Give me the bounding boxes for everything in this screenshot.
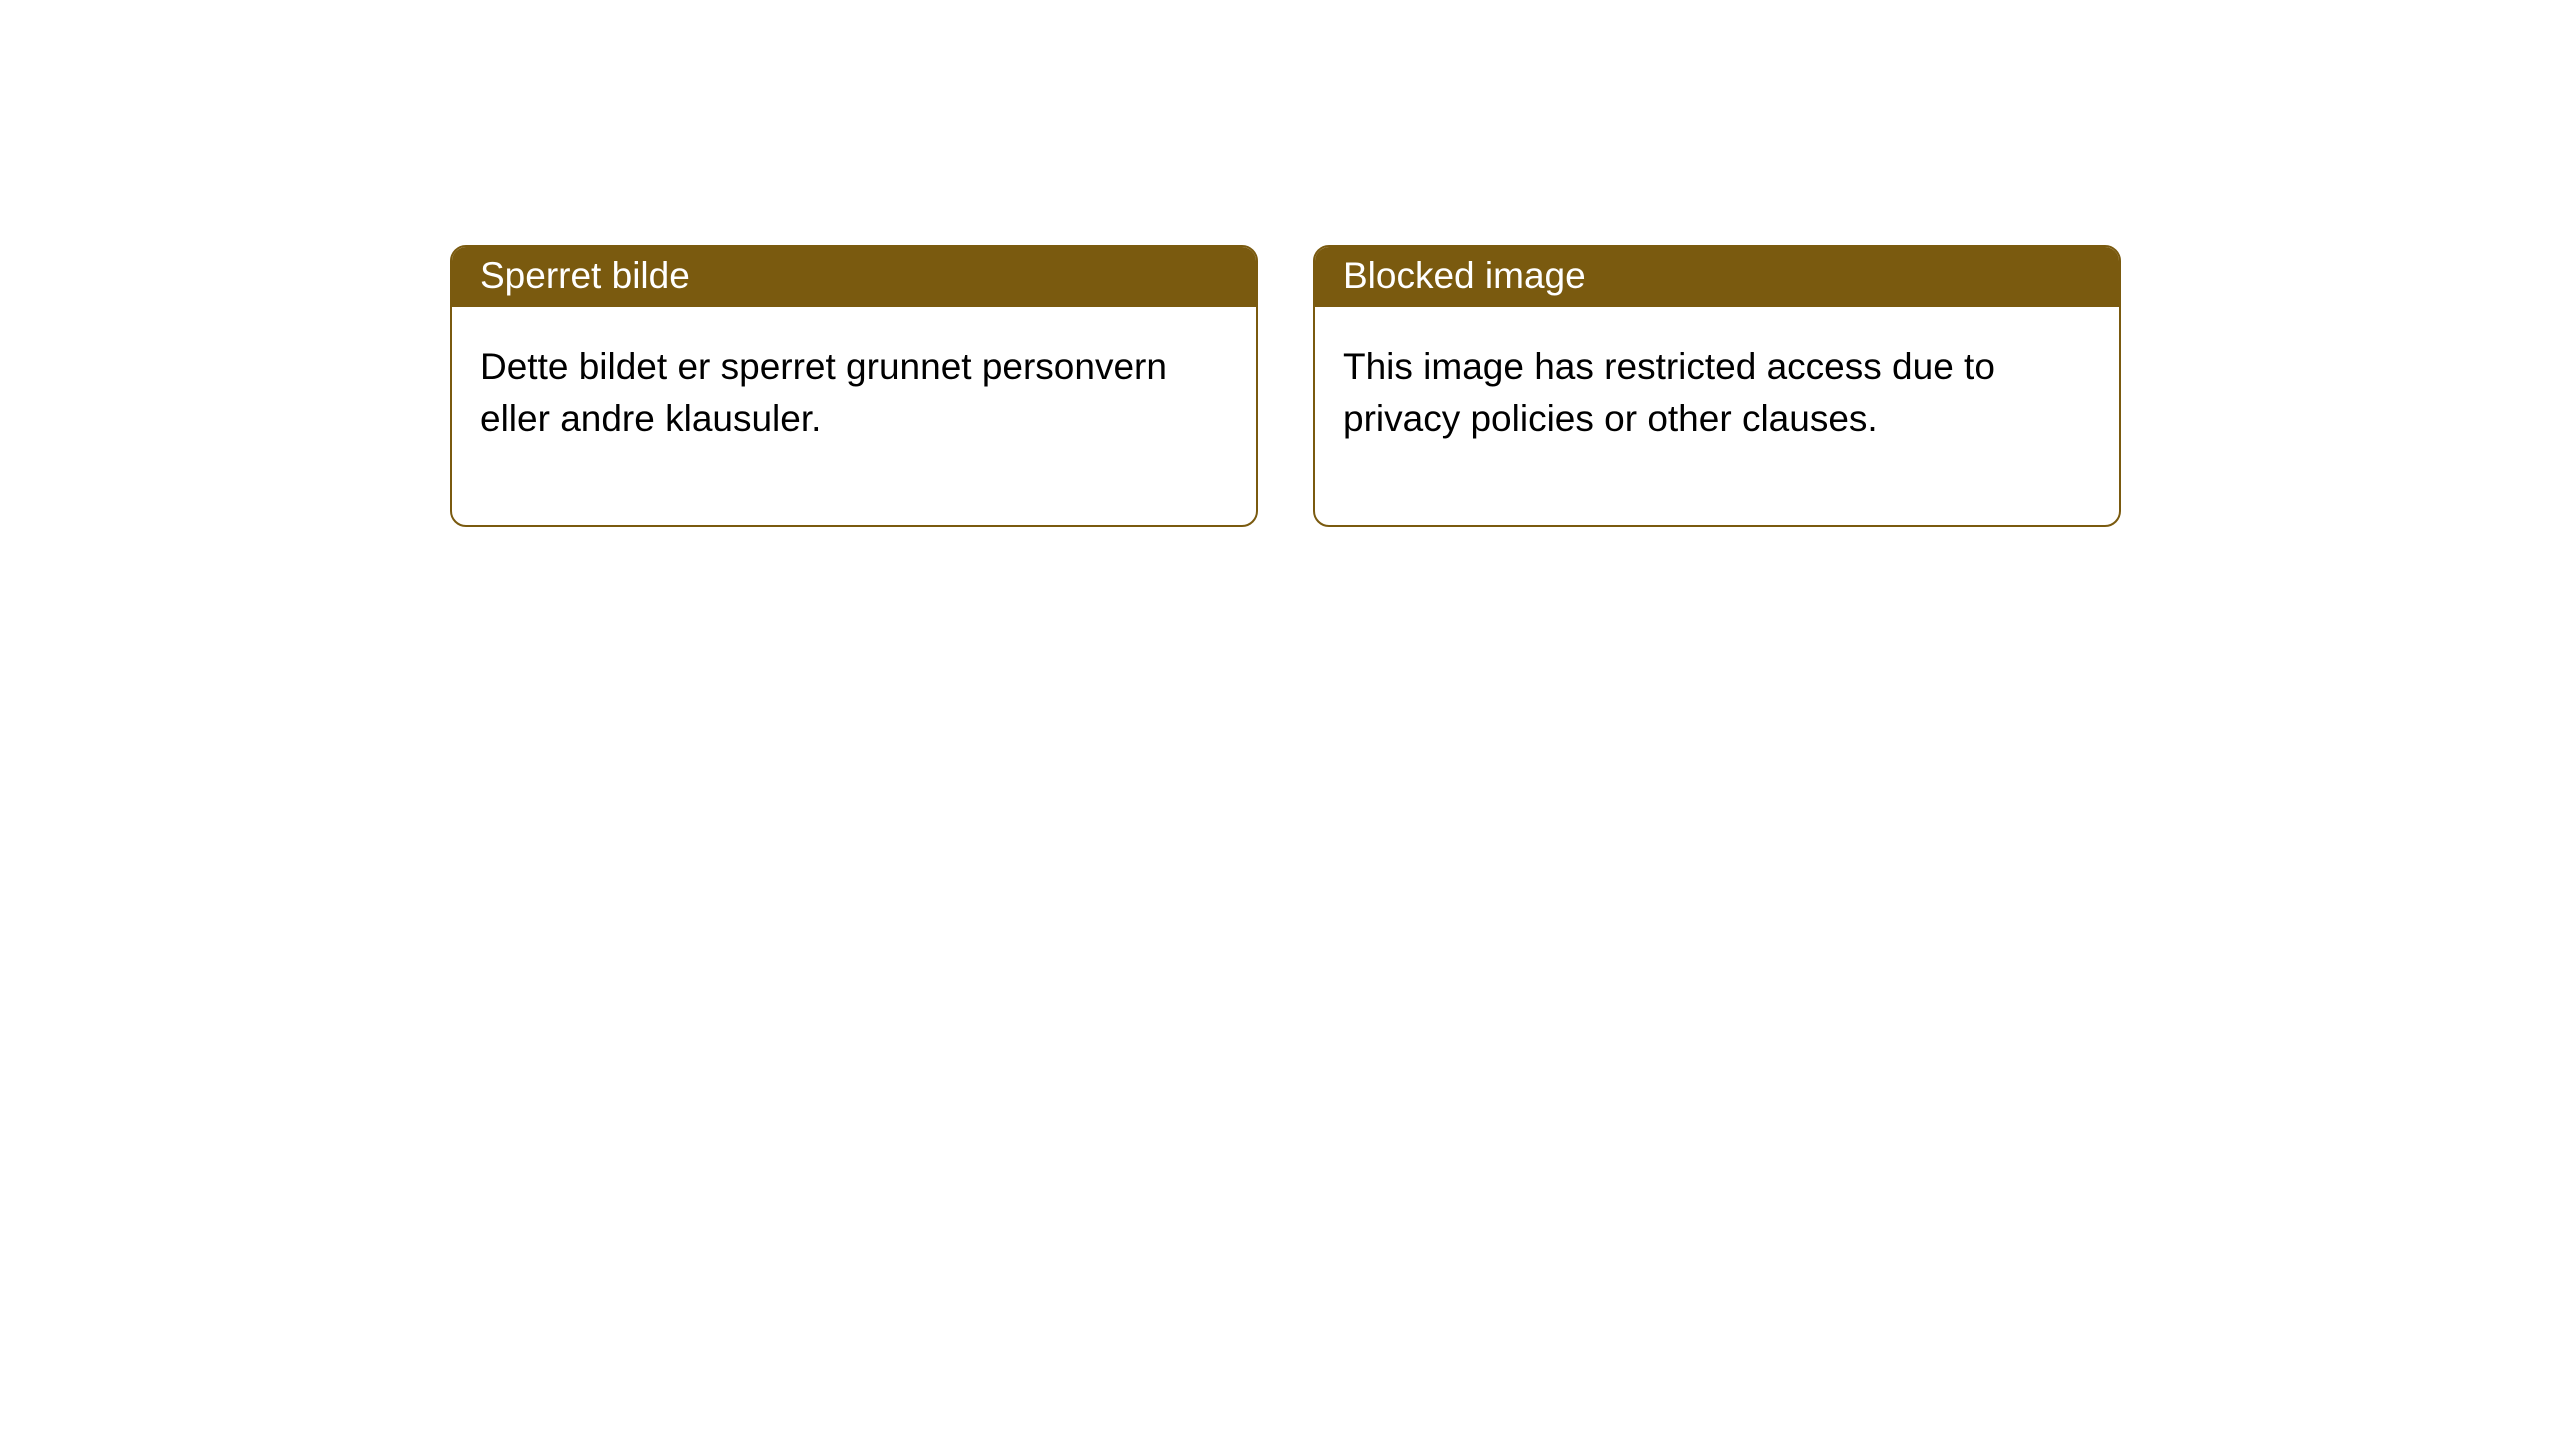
- notice-body: Dette bildet er sperret grunnet personve…: [452, 307, 1256, 525]
- notice-header: Blocked image: [1315, 247, 2119, 307]
- notice-header: Sperret bilde: [452, 247, 1256, 307]
- notice-body: This image has restricted access due to …: [1315, 307, 2119, 525]
- notice-title: Blocked image: [1343, 255, 1586, 296]
- notice-body-text: Dette bildet er sperret grunnet personve…: [480, 346, 1167, 439]
- notice-box-english: Blocked image This image has restricted …: [1313, 245, 2121, 527]
- notice-box-norwegian: Sperret bilde Dette bildet er sperret gr…: [450, 245, 1258, 527]
- notice-container: Sperret bilde Dette bildet er sperret gr…: [0, 0, 2560, 527]
- notice-title: Sperret bilde: [480, 255, 690, 296]
- notice-body-text: This image has restricted access due to …: [1343, 346, 1995, 439]
